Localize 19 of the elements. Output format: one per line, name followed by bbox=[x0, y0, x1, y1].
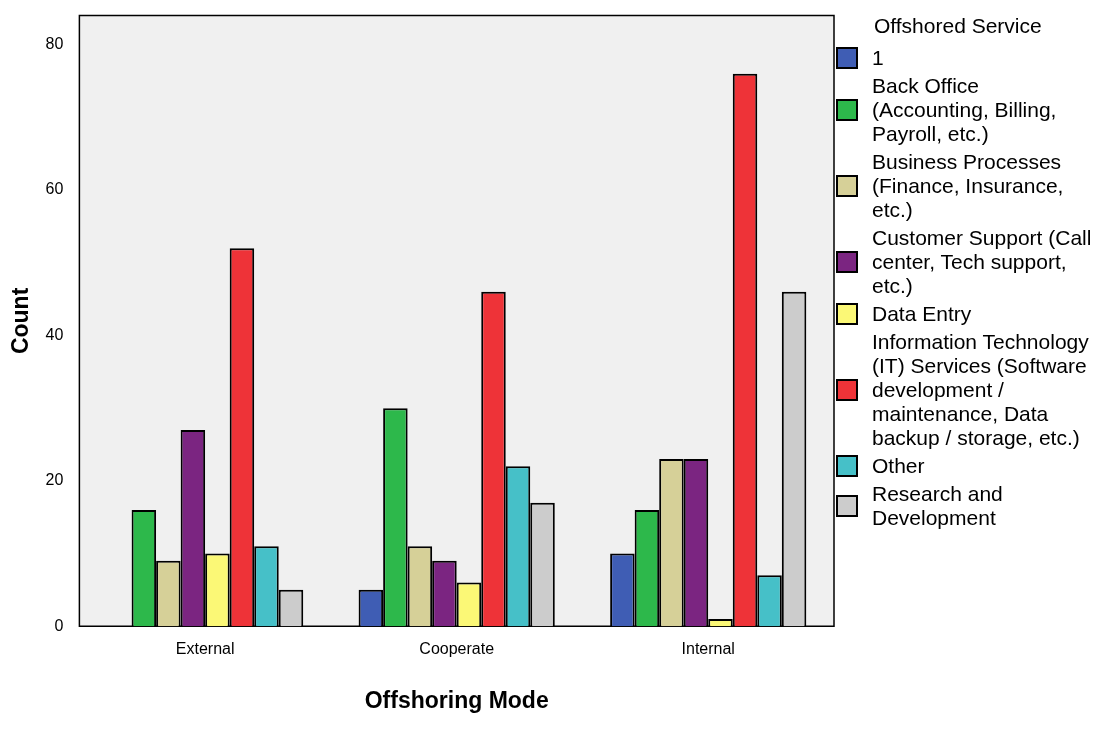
y-tick-label: 80 bbox=[45, 35, 64, 53]
legend-label: Research and Development bbox=[872, 482, 1004, 530]
y-tick-label: 60 bbox=[45, 180, 64, 198]
legend-label: Business Processes (Finance, Insurance, etc.) bbox=[872, 150, 1065, 222]
legend-label: 1 bbox=[872, 46, 885, 70]
legend-label: Customer Support (Call center, Tech support, etc.) bbox=[872, 226, 1093, 298]
legend-label: Other bbox=[872, 454, 926, 478]
legend-label: Data Entry bbox=[872, 302, 973, 326]
legend-title: Offshored Service bbox=[874, 14, 1043, 38]
x-axis-title: Offshoring Mode bbox=[364, 686, 549, 713]
x-tick-label: Cooperate bbox=[419, 640, 495, 658]
legend-label: Back Office (Accounting, Billing, Payroll, etc.) bbox=[872, 74, 1058, 146]
y-axis-title: Count bbox=[7, 287, 34, 355]
x-tick-label: External bbox=[175, 640, 235, 658]
y-tick-label: 40 bbox=[45, 325, 64, 343]
x-tick-label: Internal bbox=[681, 640, 735, 658]
y-tick-label: 20 bbox=[45, 471, 64, 489]
y-tick-label: 0 bbox=[54, 616, 64, 634]
legend-label: Information Technology (IT) Services (Software development / maintenance, Data backup / storage, etc.) bbox=[872, 330, 1090, 450]
